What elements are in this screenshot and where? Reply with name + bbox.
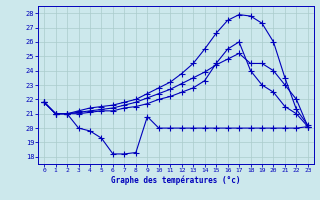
- X-axis label: Graphe des températures (°c): Graphe des températures (°c): [111, 176, 241, 185]
